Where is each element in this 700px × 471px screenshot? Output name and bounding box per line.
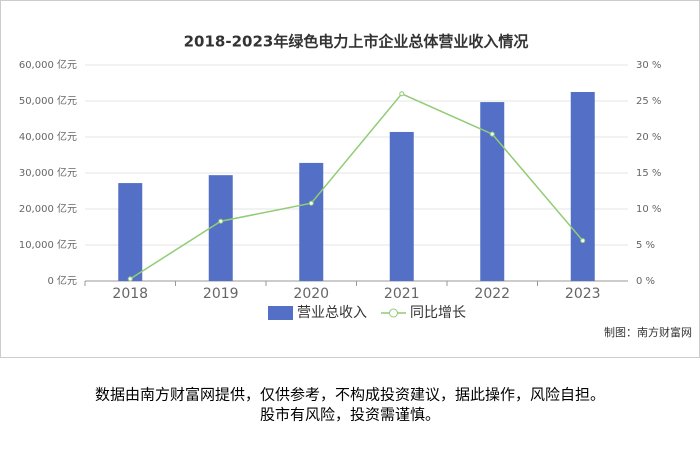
y2-tick-label: 5 % (636, 240, 655, 251)
x-tick-label: 2019 (203, 286, 239, 302)
y-tick-label: 30,000 亿元 (19, 166, 77, 179)
legend-icon (268, 306, 293, 320)
y2-tick-label: 10 % (636, 204, 661, 215)
bar (570, 92, 595, 281)
x-tick-label: 2023 (565, 286, 601, 302)
bar (480, 102, 505, 281)
bar (118, 183, 143, 281)
x-tick-label: 2021 (384, 286, 420, 302)
x-tick-label: 2018 (112, 286, 148, 302)
bar (389, 131, 414, 281)
legend-label: 同比增长 (410, 305, 466, 321)
y2-tick-label: 0 % (636, 276, 655, 287)
y2-tick-label: 20 % (636, 132, 661, 143)
y-tick-label: 0 亿元 (47, 274, 77, 287)
bar (208, 175, 233, 281)
x-tick-label: 2020 (293, 286, 329, 302)
y2-tick-label: 25 % (636, 96, 661, 107)
disclaimer-line: 数据由南方财富网提供，仅供参考，不构成投资建议，据此操作，风险自担。 (95, 386, 605, 404)
disclaimer-line: 股市有风险，投资需谨慎。 (260, 406, 440, 424)
legend-label: 营业总收入 (297, 305, 367, 321)
y-tick-label: 60,000 亿元 (19, 58, 77, 71)
line-point (580, 238, 586, 244)
line-point (399, 91, 405, 97)
y2-tick-label: 30 % (636, 60, 661, 71)
line-point (127, 276, 133, 282)
line-point (308, 200, 314, 206)
line (129, 92, 584, 280)
credit: 制图：南方财富网 (604, 325, 692, 339)
line-point (218, 218, 224, 224)
y-tick-label: 40,000 亿元 (19, 130, 77, 143)
chart-title: 2018-2023年绿色电力上市企业总体营业收入情况 (184, 33, 529, 51)
y-tick-label: 10,000 亿元 (19, 238, 77, 251)
line-point (489, 131, 495, 137)
y-tick-label: 50,000 亿元 (19, 94, 77, 107)
legend-icon (389, 308, 398, 318)
bar (299, 162, 324, 281)
y-tick-label: 20,000 亿元 (19, 202, 77, 215)
x-tick-label: 2022 (474, 286, 510, 302)
y2-tick-label: 15 % (636, 168, 661, 179)
